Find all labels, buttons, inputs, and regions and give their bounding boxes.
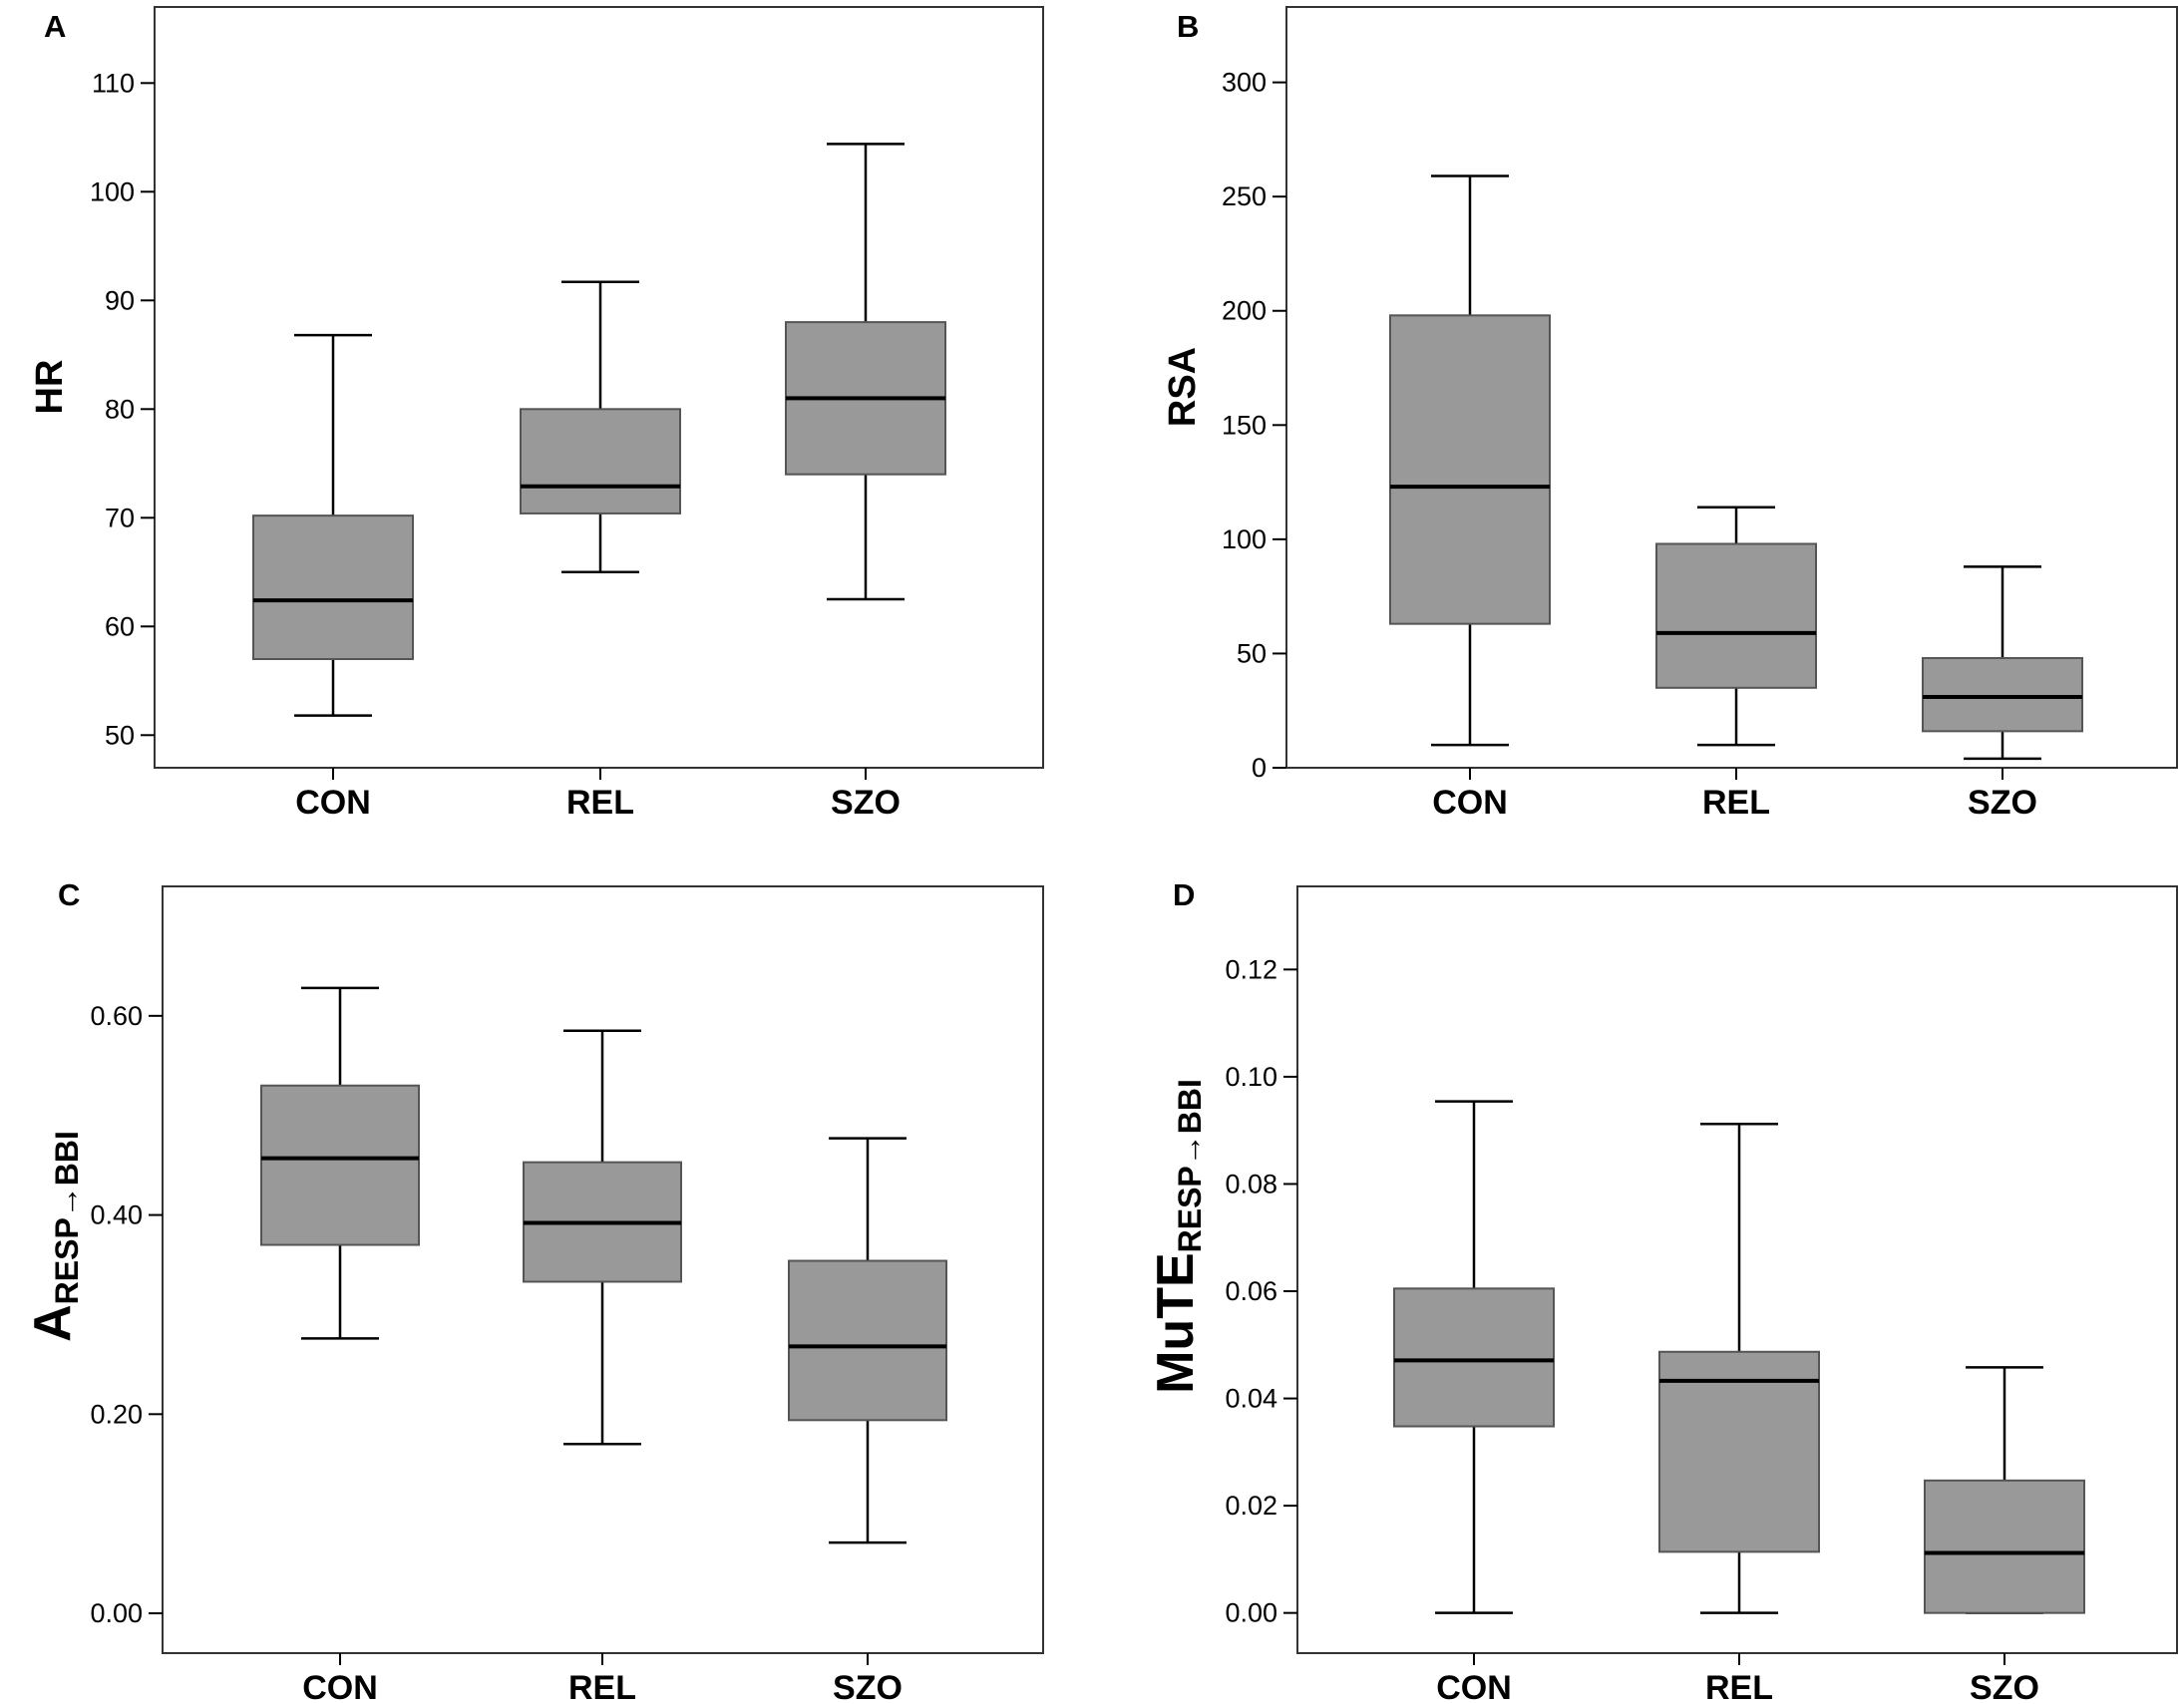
panel-c: C 0.00 0.20 0.40 0.60 ARESP→BBI CON REL SZO xyxy=(24,877,1044,1704)
box-c-szo xyxy=(788,1259,947,1422)
panel-d: D 0.00 0.02 0.04 0.06 0.08 0.10 0.12 MuTERESP→BB… xyxy=(1147,877,2178,1704)
box-c-con xyxy=(260,1084,420,1246)
x-category-label-a-szo: SZO xyxy=(831,784,901,822)
y-tick-label-a-4: 90 xyxy=(105,285,135,315)
y-tick-label-c-0: 0.00 xyxy=(90,1598,143,1628)
box-b-szo xyxy=(1922,657,2083,733)
box-a-con xyxy=(252,514,414,660)
y-tick-label-d-3: 0.06 xyxy=(1225,1276,1277,1306)
x-category-label-d-con: CON xyxy=(1436,1669,1512,1704)
plot-frame-b xyxy=(1285,6,2178,769)
y-tick-label-d-2: 0.04 xyxy=(1225,1384,1277,1414)
panel-a: A 50 60 70 80 90 100 110 HR CON REL SZO xyxy=(29,6,1044,822)
y-axis-label-main-a: HR xyxy=(29,360,71,415)
box-b-rel xyxy=(1655,542,1817,689)
x-category-label-a-rel: REL xyxy=(566,784,634,822)
x-category-label-c-con: CON xyxy=(302,1669,378,1704)
panel-letter-d: D xyxy=(1173,877,1195,912)
y-axis-label-subscript-d: RESP→BBI xyxy=(1172,1079,1208,1252)
y-tick-label-b-3: 150 xyxy=(1222,410,1267,440)
panel-letter-a: A xyxy=(44,9,66,44)
y-tick-label-c-2: 0.40 xyxy=(90,1200,143,1230)
y-tick-label-a-3: 80 xyxy=(105,394,135,424)
box-d-szo xyxy=(1924,1479,2085,1614)
y-tick-label-a-6: 110 xyxy=(92,68,135,98)
y-axis-label-main-c: A xyxy=(24,1304,82,1342)
y-tick-label-b-0: 0 xyxy=(1252,753,1267,783)
box-b-con xyxy=(1389,314,1551,625)
y-tick-label-a-0: 50 xyxy=(105,720,135,750)
y-axis-label-d: MuTERESP→BBI xyxy=(1147,1079,1209,1394)
x-category-label-d-szo: SZO xyxy=(1970,1669,2039,1704)
y-tick-label-c-1: 0.20 xyxy=(90,1399,143,1429)
y-tick-label-b-5: 250 xyxy=(1222,181,1267,211)
y-axis-label-a: HR xyxy=(29,360,71,415)
x-category-label-b-szo: SZO xyxy=(1968,784,2037,822)
y-tick-label-d-5: 0.10 xyxy=(1225,1062,1277,1092)
panel-letter-c: C xyxy=(58,877,80,912)
y-tick-label-d-6: 0.12 xyxy=(1225,954,1277,984)
panel-letter-b: B xyxy=(1177,9,1199,44)
x-category-label-c-szo: SZO xyxy=(833,1669,903,1704)
y-axis-label-main-d: MuTE xyxy=(1147,1252,1205,1394)
y-tick-label-b-4: 200 xyxy=(1222,296,1267,326)
y-tick-label-a-1: 60 xyxy=(105,611,135,641)
y-axis-label-b: RSA xyxy=(1162,347,1204,427)
y-axis-label-subscript-c: RESP→BBI xyxy=(49,1131,85,1304)
y-tick-label-b-1: 50 xyxy=(1237,638,1267,668)
x-category-label-a-con: CON xyxy=(295,784,371,822)
chart-layer: A 50 60 70 80 90 100 110 HR CON REL SZO B 0 50 100 150 20… xyxy=(24,6,2178,1704)
x-category-label-d-rel: REL xyxy=(1705,1669,1773,1704)
box-a-rel xyxy=(520,408,681,514)
y-tick-label-c-3: 0.60 xyxy=(90,1001,143,1031)
panel-b: B 0 50 100 150 200 250 300 RSA CON REL SZO xyxy=(1162,6,2178,822)
y-axis-label-main-b: RSA xyxy=(1162,347,1204,427)
y-tick-label-d-1: 0.02 xyxy=(1225,1491,1277,1521)
box-d-rel xyxy=(1658,1350,1820,1553)
box-d-con xyxy=(1393,1287,1555,1428)
y-tick-label-a-5: 100 xyxy=(90,176,135,206)
x-category-label-b-con: CON xyxy=(1432,784,1508,822)
y-tick-label-b-2: 100 xyxy=(1222,524,1267,554)
y-tick-label-a-2: 70 xyxy=(105,503,135,532)
x-category-label-c-rel: REL xyxy=(568,1669,636,1704)
plot-frame-d xyxy=(1296,885,2178,1654)
y-axis-label-c: ARESP→BBI xyxy=(24,1131,86,1342)
y-tick-label-d-4: 0.08 xyxy=(1225,1169,1277,1198)
x-category-label-b-rel: REL xyxy=(1702,784,1770,822)
y-tick-label-b-6: 300 xyxy=(1222,68,1267,98)
plot-frame-a xyxy=(154,6,1044,769)
y-tick-label-d-0: 0.00 xyxy=(1225,1598,1277,1628)
